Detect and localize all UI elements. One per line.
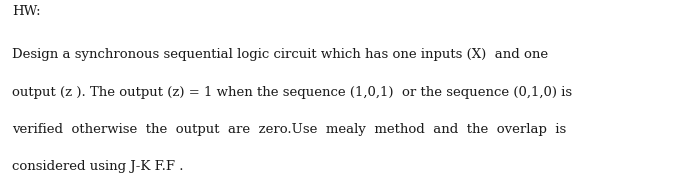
Text: output (z ). The output (z) = 1 when the sequence (1,0,1)  or the sequence (0,1,: output (z ). The output (z) = 1 when the… [12, 86, 573, 99]
Text: considered using J-K F.F .: considered using J-K F.F . [12, 160, 184, 173]
Text: Design a synchronous sequential logic circuit which has one inputs (X)  and one: Design a synchronous sequential logic ci… [12, 48, 548, 61]
Text: HW:: HW: [12, 5, 41, 18]
Text: verified  otherwise  the  output  are  zero.Use  mealy  method  and  the  overla: verified otherwise the output are zero.U… [12, 123, 566, 136]
